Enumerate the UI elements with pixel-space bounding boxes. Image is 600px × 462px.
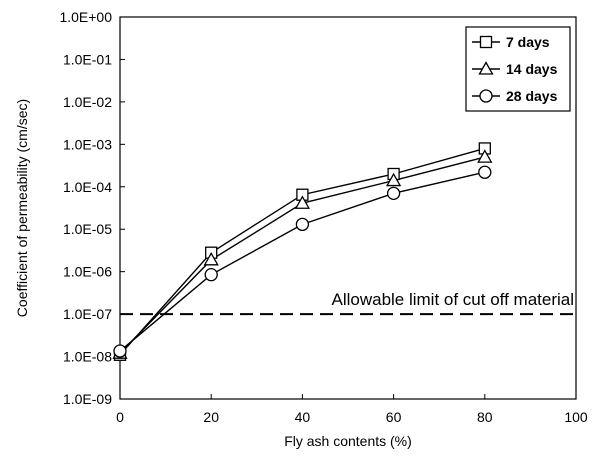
series-line-7-days [119,147,485,356]
x-tick-label: 100 [564,409,588,425]
y-axis-title: Coefficient of permeability (cm/sec) [14,99,30,317]
x-tick-label: 0 [116,409,124,425]
y-tick-label: 1.0E-09 [63,391,112,407]
series-line-14-days [119,156,485,354]
y-tick-label: 1.0E+00 [59,9,112,25]
allowable-limit-label: Allowable limit of cut off material [331,290,574,309]
y-tick-label: 1.0E-02 [63,94,112,110]
legend-label-28-days: 28 days [506,88,558,104]
legend: 7 days 14 days 28 days [465,26,571,112]
y-axis-ticks: 1.0E-09 1.0E-08 1.0E-07 1.0E-06 1.0E-05 1.0E-… [59,9,125,407]
data-point-28-days [295,217,310,232]
x-tick-label: 60 [386,409,402,425]
x-tick-label: 40 [295,409,311,425]
y-tick-label: 1.0E-03 [63,136,112,152]
legend-marker-28-days [479,89,493,103]
legend-label-7-days: 7 days [506,34,550,50]
y-tick-label: 1.0E-07 [63,306,112,322]
y-tick-label: 1.0E-04 [63,179,112,195]
y-tick-label: 1.0E-01 [63,51,112,67]
legend-label-14-days: 14 days [506,61,558,77]
data-point-14-days [477,149,493,163]
data-point-28-days [113,344,127,358]
y-tick-label: 1.0E-05 [63,221,112,237]
data-point-14-days [203,252,219,266]
data-point-14-days [294,195,311,209]
legend-marker-7-days [479,35,493,49]
data-point-28-days [204,268,218,282]
y-tick-label: 1.0E-08 [63,349,112,365]
x-axis-ticks: 0 20 40 60 80 100 [116,394,588,425]
data-point-28-days [478,165,492,179]
x-axis-title: Fly ash contents (%) [284,433,412,449]
series-layer [112,142,493,361]
data-point-28-days [386,186,401,201]
data-point-14-days [385,172,402,187]
legend-marker-14-days [478,61,494,75]
plot-area-frame [119,16,577,400]
x-tick-label: 20 [203,409,219,425]
x-tick-label: 80 [477,409,493,425]
y-tick-label: 1.0E-06 [63,264,112,280]
legend-items: 7 days 14 days 28 days [472,34,558,104]
